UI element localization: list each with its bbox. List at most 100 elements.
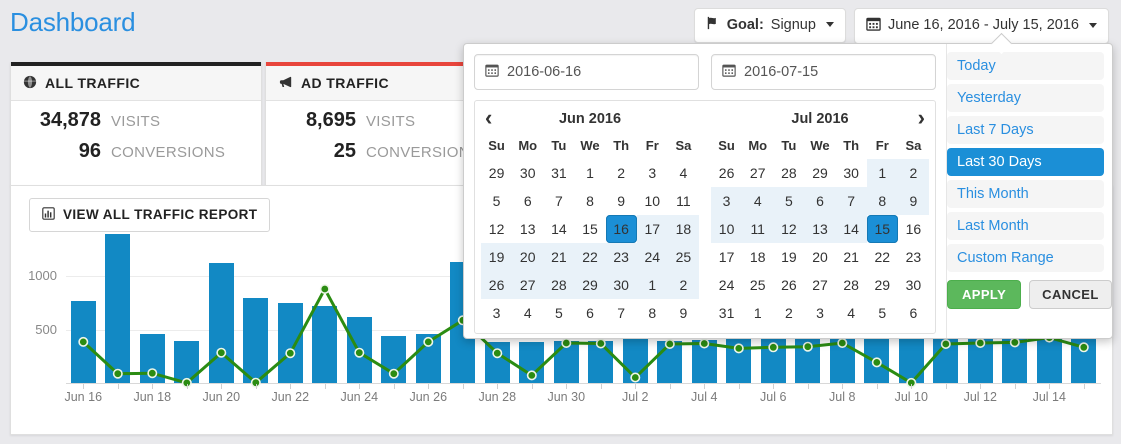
calendar-day-cell[interactable]: 9 [617, 192, 626, 209]
calendar-day-cell[interactable]: 2 [667, 270, 699, 299]
calendar-day-cell[interactable]: 3 [711, 186, 743, 215]
calendar-day-cell[interactable]: 21 [843, 248, 859, 265]
range-preset-last-7-days[interactable]: Last 7 Days [947, 116, 1104, 144]
calendar-day-cell[interactable]: 29 [812, 164, 828, 181]
calendar-day-cell[interactable]: 4 [523, 304, 532, 321]
end-date-input[interactable]: 2016-07-15 [711, 54, 936, 90]
calendar-day-cell[interactable]: 4 [679, 164, 688, 181]
date-range-button[interactable]: June 16, 2016 - July 15, 2016 [853, 8, 1109, 44]
calendar-day-cell[interactable]: 1 [753, 304, 762, 321]
calendar-day-cell[interactable]: 31 [551, 164, 567, 181]
calendar-day-cell[interactable]: 14 [551, 220, 567, 237]
calendar-day-cell[interactable]: 22 [574, 242, 606, 271]
calendar-day-cell[interactable]: 29 [574, 270, 606, 299]
calendar-day-cell[interactable]: 7 [554, 192, 563, 209]
calendar-day-cell[interactable]: 28 [543, 270, 575, 299]
calendar-day-cell[interactable]: 30 [843, 164, 859, 181]
range-preset-yesterday[interactable]: Yesterday [947, 84, 1104, 112]
calendar-day-cell[interactable]: 16 [905, 220, 922, 237]
calendar-day-cell[interactable]: 11 [676, 192, 691, 209]
calendar-day-cell[interactable]: 7 [835, 186, 867, 215]
calendar-day-cell[interactable]: 13 [804, 214, 836, 243]
calendar-day-cell[interactable]: 11 [742, 214, 774, 243]
cancel-button[interactable]: CANCEL [1029, 280, 1112, 309]
calendar-day-cell[interactable]: 19 [481, 242, 513, 271]
calendar-day-cell[interactable]: 9 [897, 186, 929, 215]
calendar-day-cell[interactable]: 2 [617, 164, 626, 181]
calendar-day-cell[interactable]: 7 [617, 304, 626, 321]
apply-button[interactable]: APPLY [947, 280, 1022, 309]
calendar-day-cell[interactable]: 26 [781, 276, 797, 293]
calendar-day-cell[interactable]: 20 [512, 242, 544, 271]
chart-bar[interactable] [553, 340, 579, 384]
calendar-day-cell[interactable]: 8 [648, 304, 657, 321]
calendar-day-cell[interactable]: 1 [586, 164, 594, 181]
calendar-day-cell[interactable]: 13 [519, 220, 536, 237]
calendar-day-cell[interactable]: 9 [679, 304, 688, 321]
chart-bar[interactable] [208, 263, 234, 384]
calendar-day-cell[interactable]: 3 [648, 164, 657, 181]
calendar-day-cell[interactable]: 5 [554, 304, 563, 321]
calendar-day-cell[interactable]: 18 [667, 214, 699, 243]
chart-bar[interactable] [105, 233, 131, 384]
calendar-day-cell[interactable]: 5 [878, 304, 887, 321]
calendar-day-cell[interactable]: 16 [605, 214, 637, 243]
chart-plot-area[interactable]: 500 1000 Jun 16 Jun 18 Jun 20 Jun 22 Jun 24 Jun… [11, 186, 1112, 406]
calendar-day-cell[interactable]: 27 [512, 270, 544, 299]
calendar-day-cell[interactable]: 22 [874, 248, 891, 265]
calendar-day-cell[interactable]: 27 [749, 164, 766, 181]
range-preset-last-month[interactable]: Last Month [947, 212, 1104, 240]
calendar-day-cell[interactable]: 15 [582, 220, 598, 237]
calendar-day-cell[interactable]: 5 [492, 192, 501, 209]
calendar-day-cell[interactable]: 23 [605, 242, 637, 271]
calendar-day-cell[interactable]: 28 [781, 164, 797, 181]
calendar-day-cell[interactable]: 18 [749, 248, 766, 265]
range-preset-last-30-days[interactable]: Last 30 Days [947, 148, 1104, 176]
calendar-day-cell[interactable]: 12 [773, 214, 805, 243]
calendar-day-cell[interactable]: 26 [481, 270, 513, 299]
calendar-day-cell[interactable]: 28 [843, 276, 859, 293]
calendar-day-cell[interactable]: 1 [636, 270, 668, 299]
calendar-day-cell[interactable]: 12 [488, 220, 505, 237]
calendar-day-cell[interactable]: 5 [773, 186, 805, 215]
calendar-day-cell[interactable]: 31 [718, 304, 735, 321]
calendar-day-cell[interactable]: 27 [812, 276, 828, 293]
calendar-day-cell[interactable]: 3 [816, 304, 824, 321]
calendar-day-cell[interactable]: 3 [492, 304, 501, 321]
calendar-day-cell[interactable]: 1 [866, 158, 898, 187]
calendar-day-cell[interactable]: 6 [586, 304, 594, 321]
calendar-day-cell[interactable]: 2 [784, 304, 793, 321]
calendar-day-cell[interactable]: 17 [718, 248, 735, 265]
calendar-day-cell[interactable]: 15 [866, 214, 898, 243]
calendar-day-cell[interactable]: 29 [874, 276, 891, 293]
chevron-right-icon[interactable]: › [917, 104, 925, 130]
chevron-left-icon[interactable]: ‹ [485, 104, 493, 130]
calendar-day-cell[interactable]: 21 [543, 242, 575, 271]
calendar-day-cell[interactable]: 8 [866, 186, 898, 215]
calendar-day-cell[interactable]: 30 [905, 276, 922, 293]
calendar-day-cell[interactable]: 8 [586, 192, 594, 209]
range-preset-today[interactable]: Today [947, 52, 1104, 80]
calendar-day-cell[interactable]: 25 [749, 276, 766, 293]
calendar-day-cell[interactable]: 10 [711, 214, 743, 243]
calendar-day-cell[interactable]: 30 [519, 164, 536, 181]
calendar-day-cell[interactable]: 14 [835, 214, 867, 243]
calendar-day-cell[interactable]: 4 [742, 186, 774, 215]
calendar-day-cell[interactable]: 23 [905, 248, 922, 265]
calendar-day-cell[interactable]: 24 [636, 242, 668, 271]
card-all-traffic[interactable]: ALL TRAFFIC 34,878 VISITS 96 CONVERSIONS [10, 62, 262, 186]
calendar-day-cell[interactable]: 17 [636, 214, 668, 243]
calendar-day-cell[interactable]: 29 [488, 164, 505, 181]
calendar-day-cell[interactable]: 19 [781, 248, 797, 265]
calendar-day-cell[interactable]: 6 [523, 192, 532, 209]
range-preset-this-month[interactable]: This Month [947, 180, 1104, 208]
calendar-day-cell[interactable]: 30 [605, 270, 637, 299]
chart-bar[interactable] [277, 303, 303, 384]
chart-bar[interactable] [312, 306, 338, 384]
chart-bar[interactable] [243, 297, 269, 384]
range-preset-custom-range[interactable]: Custom Range [947, 244, 1104, 272]
calendar-day-cell[interactable]: 25 [667, 242, 699, 271]
calendar-day-cell[interactable]: 2 [897, 158, 929, 187]
chart-bar[interactable] [1036, 338, 1062, 384]
goal-selector-button[interactable]: Goal: Signup [693, 8, 846, 43]
